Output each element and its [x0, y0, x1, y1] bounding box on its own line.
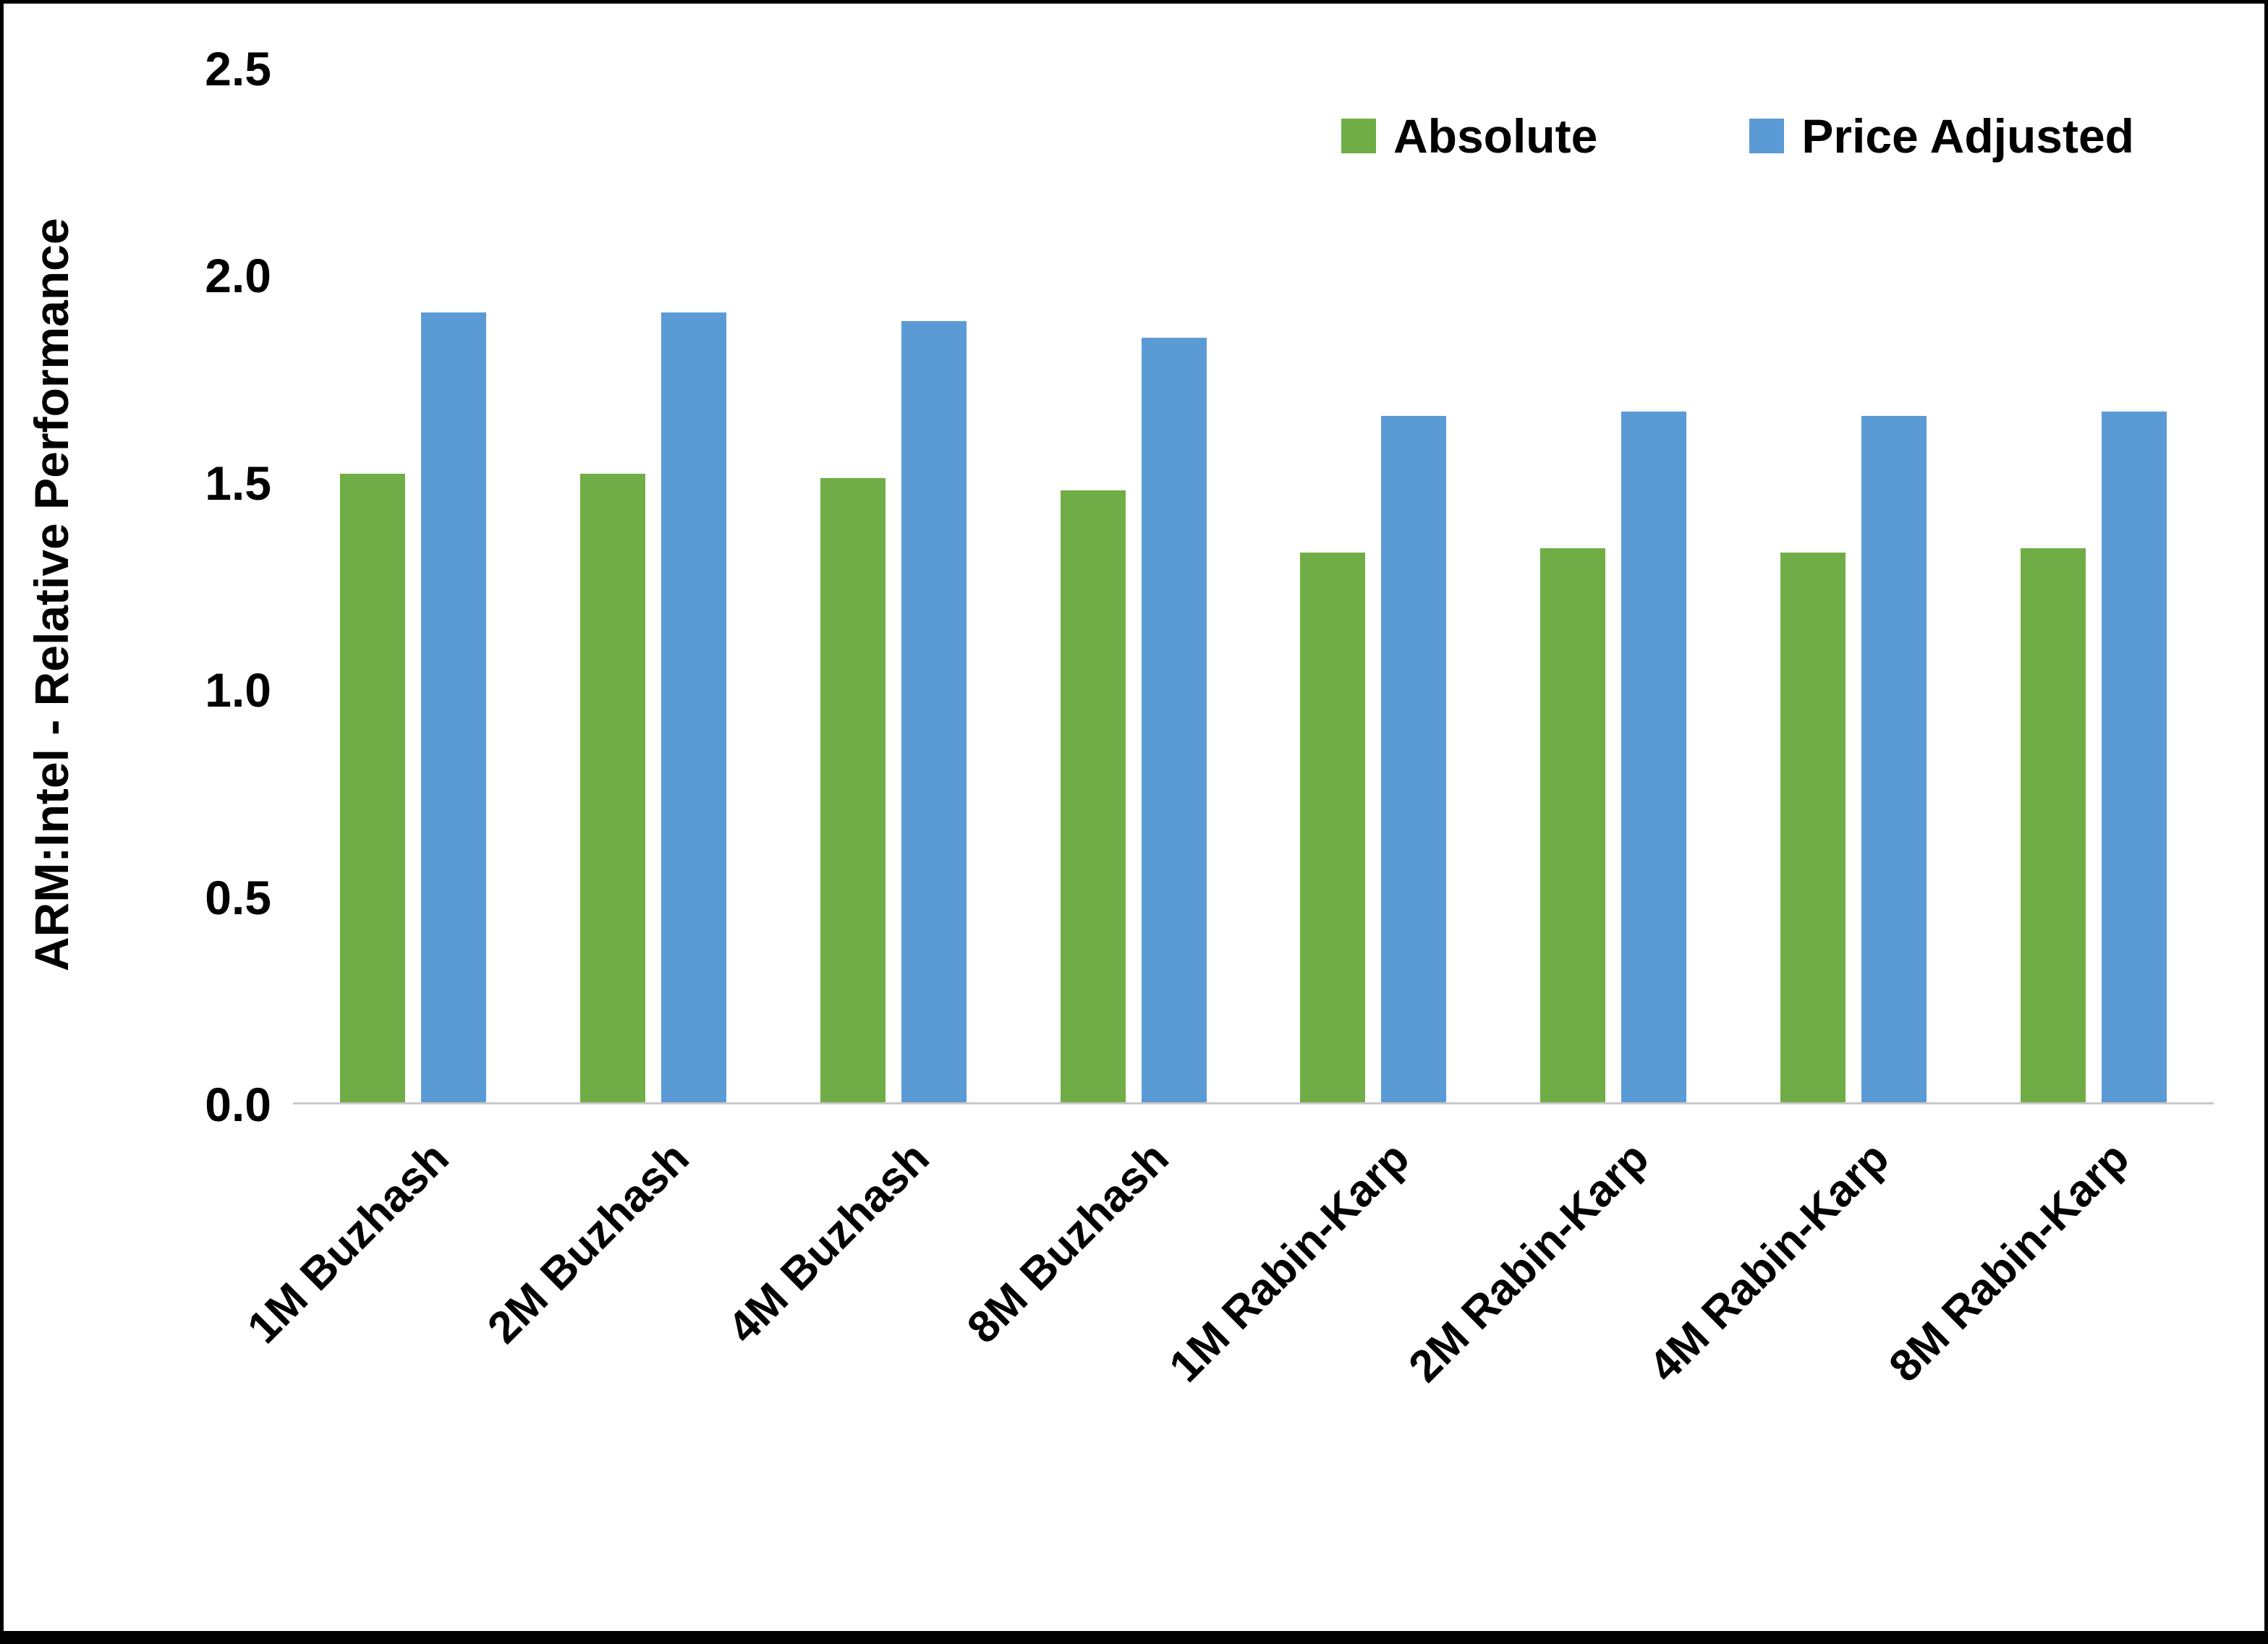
bar-group [1493, 69, 1733, 1102]
bar-group [1733, 69, 1974, 1102]
bar-group [1974, 69, 2214, 1102]
y-axis-tick: 0.5 [205, 870, 271, 924]
bar-group [773, 69, 1014, 1102]
bar-price-adjusted [1381, 416, 1447, 1102]
y-axis-ticks: 0.0 0.5 1.0 1.5 2.0 2.5 [98, 45, 271, 1128]
x-axis-labels: 1M Buzhash 2M Buzhash 4M Buzhash 8M Buzhash… [238, 1130, 2214, 1579]
bar-absolute [820, 477, 885, 1102]
x-label-slot: 1M Buzhash [238, 1130, 533, 1579]
legend: Absolute Price Adjusted [1341, 112, 2134, 160]
y-axis-title: ARM:Intel - Relative Performance [25, 218, 78, 972]
bar-absolute [339, 474, 405, 1102]
bar-absolute [579, 474, 645, 1102]
legend-item: Absolute [1341, 112, 1597, 160]
bar-price-adjusted [420, 312, 486, 1102]
bar-absolute [1540, 548, 1606, 1102]
x-label-slot: 2M Buzhash [478, 1130, 773, 1579]
bar-absolute [1780, 552, 1846, 1102]
bar-group [293, 69, 533, 1102]
y-axis-tick: 1.5 [205, 456, 271, 510]
bar-group [1014, 69, 1254, 1102]
bar-price-adjusted [901, 320, 967, 1102]
bar-price-adjusted [2102, 412, 2167, 1102]
bar-price-adjusted [661, 312, 726, 1102]
bar-group [533, 69, 773, 1102]
bar-absolute [1300, 552, 1366, 1102]
legend-item: Price Adjusted [1749, 112, 2134, 160]
y-axis-tick: 2.0 [205, 249, 271, 303]
legend-swatch-icon [1749, 119, 1785, 153]
plot-area [293, 69, 2214, 1104]
legend-swatch-icon [1341, 119, 1376, 153]
bar-group [1254, 69, 1494, 1102]
bar-absolute [2021, 548, 2086, 1102]
legend-label: Price Adjusted [1801, 109, 2134, 163]
bar-price-adjusted [1861, 416, 1927, 1102]
bar-price-adjusted [1621, 412, 1687, 1102]
y-axis-tick: 0.0 [205, 1078, 271, 1131]
legend-label: Absolute [1393, 109, 1598, 163]
x-label-slot: 8M Rabin-Karp [1880, 1130, 2214, 1579]
y-axis-tick: 1.0 [205, 663, 271, 717]
bar-price-adjusted [1141, 337, 1207, 1102]
bar-absolute [1060, 490, 1126, 1102]
x-axis-label: 1M Buzhash [237, 1133, 459, 1353]
x-label-slot: 4M Buzhash [718, 1130, 1014, 1579]
y-axis-tick: 2.5 [205, 42, 271, 95]
